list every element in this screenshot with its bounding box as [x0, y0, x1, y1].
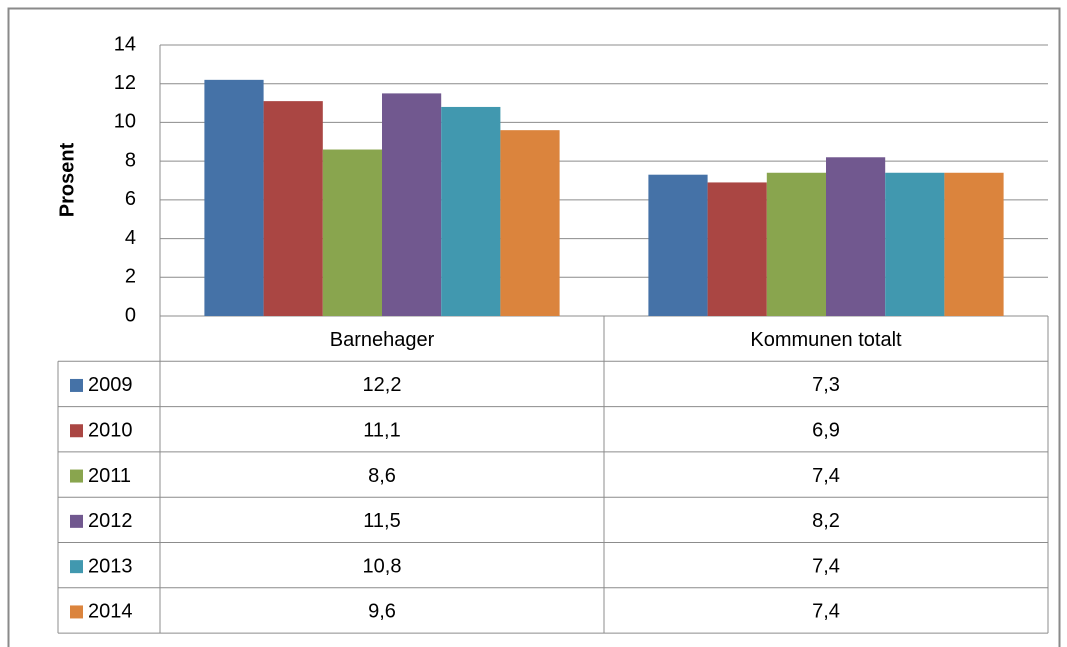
legend-label: 2011 — [88, 465, 131, 487]
bar — [826, 157, 886, 316]
data-label: 7,4 — [812, 555, 840, 577]
data-label: 7,4 — [812, 465, 840, 487]
legend-label: 2014 — [88, 601, 133, 623]
y-axis-label: Prosent — [56, 142, 78, 217]
bar — [766, 172, 826, 316]
bar — [707, 182, 767, 316]
data-label: 11,5 — [363, 510, 400, 532]
legend-swatch — [70, 378, 83, 392]
bar — [944, 172, 1004, 316]
legend-swatch — [70, 514, 83, 528]
data-label: 7,3 — [812, 374, 840, 396]
data-label: 7,4 — [812, 601, 840, 623]
data-label: 6,9 — [812, 420, 840, 442]
y-tick-label: 12 — [114, 72, 136, 94]
bar — [885, 172, 945, 316]
y-tick-label: 14 — [114, 33, 136, 55]
bar — [382, 93, 442, 317]
y-tick-label: 0 — [125, 304, 136, 326]
bar — [648, 174, 708, 316]
data-label: 8,6 — [368, 465, 396, 487]
legend-swatch — [70, 560, 83, 574]
bar — [263, 101, 323, 316]
legend-swatch — [70, 424, 83, 438]
bar — [441, 106, 501, 316]
legend-label: 2010 — [88, 420, 133, 442]
y-tick-label: 8 — [125, 149, 136, 171]
y-tick-label: 4 — [125, 227, 136, 249]
legend-swatch — [70, 605, 83, 619]
data-label: 9,6 — [368, 601, 396, 623]
bar — [322, 149, 382, 316]
legend-swatch — [70, 469, 83, 483]
y-tick-label: 10 — [114, 111, 136, 133]
y-tick-label: 6 — [125, 188, 136, 210]
y-tick-label: 2 — [125, 266, 136, 288]
legend-label: 2012 — [88, 510, 133, 532]
legend-label: 2013 — [88, 555, 133, 577]
bar — [204, 79, 264, 316]
data-label: 12,2 — [363, 374, 402, 396]
data-label: 11,1 — [363, 420, 400, 442]
x-tick-label: Kommunen totalt — [750, 329, 902, 351]
data-label: 10,8 — [363, 555, 402, 577]
x-tick-label: Barnehager — [330, 329, 435, 351]
bar — [500, 130, 560, 316]
data-label: 8,2 — [812, 510, 840, 532]
legend-label: 2009 — [88, 374, 133, 396]
chart-frame — [7, 7, 1061, 647]
